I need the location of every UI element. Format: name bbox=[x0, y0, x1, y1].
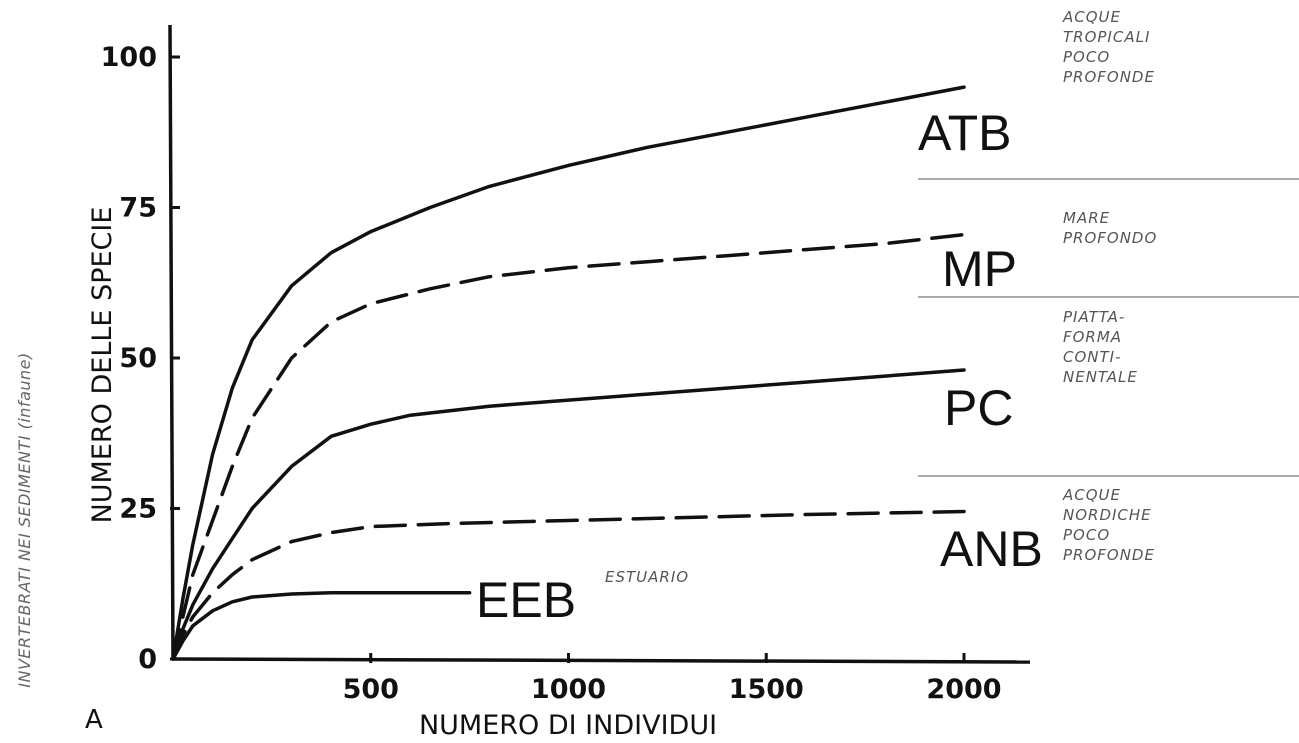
series-note-pc: PIATTA- FORMA CONTI- NENTALE bbox=[1063, 308, 1138, 386]
side-axis-title: INVERTEBRATI NEI SEDIMENTI (infaune) bbox=[15, 352, 34, 687]
series-note-line: NENTALE bbox=[1063, 368, 1138, 386]
series-note-line: ESTUARIO bbox=[605, 568, 689, 586]
y-axis-line bbox=[168, 24, 175, 660]
series-note-line: NORDICHE bbox=[1063, 506, 1152, 524]
series-line-atb bbox=[171, 85, 966, 661]
category-dividers bbox=[918, 178, 1299, 477]
x-tick-label-1000: 1000 bbox=[531, 674, 606, 705]
y-tick-label-75: 75 bbox=[119, 193, 157, 224]
series-note-line: CONTI- bbox=[1063, 348, 1122, 366]
y-tick-label-0: 0 bbox=[138, 644, 157, 675]
series-note-line: POCO bbox=[1063, 526, 1110, 544]
series-label-atb: ATB bbox=[918, 105, 1012, 161]
series-line-anb bbox=[171, 509, 966, 661]
series-line-pc bbox=[171, 368, 966, 661]
axes: 0 25 50 75 100 500 1000 1500 2000 bbox=[101, 24, 1031, 705]
series-note-line: TROPICALI bbox=[1063, 28, 1150, 46]
series-note-line: ACQUE bbox=[1062, 486, 1121, 504]
y-tick-label-50: 50 bbox=[119, 343, 157, 374]
y-tick-label-100: 100 bbox=[101, 42, 157, 73]
series-note-atb: ACQUE TROPICALI POCO PROFONDE bbox=[1062, 8, 1155, 86]
series-labels: ATB ACQUE TROPICALI POCO PROFONDE MP MARE PROFO… bbox=[476, 8, 1157, 628]
series-note-line: PIATTA- bbox=[1063, 308, 1125, 326]
series-label-eeb: EEB bbox=[476, 572, 576, 628]
series-note-line: FORMA bbox=[1063, 328, 1122, 346]
panel-label: A bbox=[85, 705, 103, 735]
series-note-eeb: ESTUARIO bbox=[605, 568, 689, 586]
series-note-line: PROFONDO bbox=[1063, 229, 1157, 247]
series-note-line: PROFONDE bbox=[1063, 68, 1155, 86]
series-label-pc: PC bbox=[944, 380, 1013, 436]
series-label-anb: ANB bbox=[940, 521, 1043, 577]
x-axis-line bbox=[172, 657, 1031, 664]
series-label-mp: MP bbox=[942, 241, 1017, 297]
y-axis-title: NUMERO DELLE SPECIE bbox=[87, 207, 118, 524]
x-tick-label-500: 500 bbox=[343, 674, 399, 705]
x-tick-label-1500: 1500 bbox=[729, 674, 804, 705]
y-tick-label-25: 25 bbox=[119, 494, 157, 525]
x-axis-title: NUMERO DI INDIVIDUI bbox=[419, 710, 717, 741]
series-note-mp: MARE PROFONDO bbox=[1063, 209, 1157, 247]
series-note-line: PROFONDE bbox=[1063, 546, 1155, 564]
series-note-line: MARE bbox=[1063, 209, 1110, 227]
series-line-eeb bbox=[171, 591, 472, 661]
series-note-anb: ACQUE NORDICHE POCO PROFONDE bbox=[1062, 486, 1155, 564]
series-note-line: POCO bbox=[1063, 48, 1110, 66]
series-note-line: ACQUE bbox=[1062, 8, 1121, 26]
x-tick-label-2000: 2000 bbox=[926, 674, 1001, 705]
series-lines bbox=[171, 85, 966, 661]
